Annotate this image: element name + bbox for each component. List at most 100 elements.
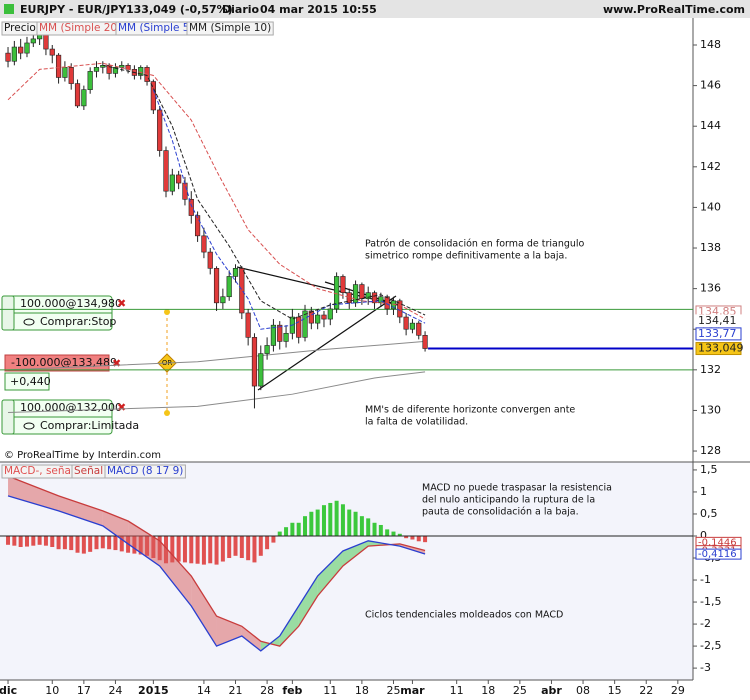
candle-body — [327, 308, 333, 320]
candle-body — [125, 65, 131, 70]
candle-body — [334, 276, 340, 310]
annotation: del nulo anticipando la ruptura de la — [422, 495, 595, 506]
histogram-bar — [265, 535, 270, 550]
x-tick-label: dic — [0, 684, 17, 697]
histogram-bar — [239, 535, 244, 559]
x-tick-label: 14 — [197, 684, 211, 697]
x-tick-label: 15 — [608, 684, 622, 697]
candle-body — [239, 268, 245, 314]
y-tick-label: 142 — [700, 160, 721, 173]
close-position[interactable]: ✖ — [112, 357, 121, 370]
macd-signal-fill — [317, 550, 343, 596]
histogram-bar — [81, 535, 86, 554]
candle-body — [68, 67, 74, 84]
candle-body — [213, 268, 220, 304]
candle-body — [5, 52, 11, 62]
candle-body — [81, 89, 87, 107]
legend-entry: Precio — [4, 22, 36, 34]
candle-body — [352, 284, 359, 304]
candle-body — [87, 71, 93, 90]
macd-background — [0, 462, 693, 680]
histogram-bar — [94, 535, 99, 550]
x-tick-label: 25 — [386, 684, 400, 697]
candle-body — [106, 65, 112, 74]
y-tick-label: -2 — [700, 617, 711, 630]
cancel-order[interactable]: ✖ — [117, 401, 126, 414]
annotation: simetrico rompe definitivamente a la baj… — [365, 251, 567, 262]
x-tick-label: 25 — [513, 684, 527, 697]
candle-body — [277, 324, 283, 342]
histogram-bar — [195, 535, 200, 564]
candle-body — [157, 109, 163, 151]
y-tick-label: -1 — [700, 573, 711, 586]
symbol-icon — [4, 4, 14, 14]
eye-icon — [23, 422, 35, 430]
candle-body — [302, 310, 308, 338]
histogram-bar — [50, 535, 55, 547]
histogram-bar — [391, 531, 396, 536]
legend-entry: MM (Simple 20) — [39, 22, 121, 34]
macd-signal-fill — [279, 606, 299, 647]
moving-average — [7, 62, 426, 320]
datetime: 04 mar 2015 10:55 — [260, 3, 377, 16]
candle-body — [340, 276, 346, 293]
or-dot — [164, 309, 170, 315]
candle-body — [207, 251, 213, 269]
candle-body — [43, 34, 49, 50]
histogram-bar — [69, 535, 74, 551]
candle-body — [409, 322, 416, 330]
order-box[interactable]: 100.000@132,000 Comprar:Limitada — [1, 399, 139, 435]
legend-box — [104, 464, 186, 479]
price-label-box — [695, 314, 742, 328]
candle-body — [422, 335, 428, 349]
histogram-bar — [321, 505, 326, 536]
y-tick-label: 138 — [700, 241, 721, 254]
candle-body — [371, 292, 378, 304]
histogram-bar — [252, 535, 257, 563]
y-tick-label: 0,5 — [700, 507, 718, 520]
cancel-order[interactable]: ✖ — [117, 297, 126, 310]
histogram-bar — [170, 535, 175, 563]
histogram-bar — [416, 535, 421, 542]
histogram-bar — [220, 535, 225, 562]
moving-average-curve — [8, 371, 426, 413]
candle-body — [283, 332, 289, 342]
x-tick-label: 2015 — [138, 684, 169, 697]
quote: 133,049 (-0,57%) — [126, 3, 233, 16]
candle-body — [169, 174, 175, 192]
order-box[interactable]: 100.000@134,980 Comprar:Stop — [1, 295, 122, 331]
candle-body — [258, 353, 264, 387]
histogram-bar — [309, 511, 314, 536]
histogram-bar — [271, 535, 276, 543]
histogram-bar — [372, 522, 377, 536]
candle-body — [119, 65, 125, 68]
candle-body — [308, 310, 314, 324]
candle-body — [74, 83, 81, 107]
order-label: 100.000@132,000 — [20, 401, 122, 414]
histogram-bar — [182, 535, 187, 563]
candle-body — [264, 345, 270, 354]
macd-signal-fill — [241, 626, 261, 651]
header-bar — [0, 0, 750, 18]
histogram-bar — [378, 524, 383, 536]
period: Diario — [222, 3, 260, 16]
candle-body — [62, 67, 68, 78]
histogram-bar — [366, 518, 371, 536]
site: www.ProRealTime.com — [603, 3, 745, 16]
histogram-bar — [340, 504, 345, 536]
y-tick-label: 144 — [700, 119, 721, 132]
price-label: 133,77 — [698, 327, 737, 340]
histogram-bar — [176, 535, 181, 562]
macd-signal-fill — [8, 476, 59, 511]
y-tick-label: 148 — [700, 38, 721, 51]
candle-body — [176, 174, 182, 184]
candle-body — [220, 296, 226, 304]
eye-icon — [23, 318, 35, 326]
candle-body — [30, 38, 36, 44]
price-label: -0,4116 — [698, 549, 737, 560]
histogram-bar — [359, 516, 364, 536]
histogram-bar — [328, 502, 333, 536]
histogram-bar — [353, 511, 358, 536]
